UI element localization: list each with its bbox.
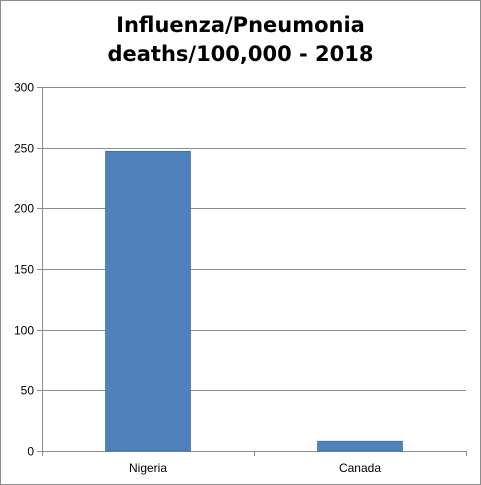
y-tick-label: 250	[14, 142, 34, 156]
y-tick-label: 50	[21, 384, 35, 398]
y-tick-label: 150	[14, 263, 34, 277]
y-tick-label: 200	[14, 202, 34, 216]
x-tick-label: Nigeria	[129, 461, 167, 475]
x-tick-label: Canada	[339, 461, 381, 475]
chart-title-line-2: deaths/100,000 - 2018	[107, 42, 374, 66]
bar-canada	[317, 440, 403, 452]
y-tick-label: 0	[27, 445, 34, 459]
y-tick-label: 100	[14, 324, 34, 338]
chart-title: Influenza/Pneumonia deaths/100,000 - 201…	[1, 11, 480, 69]
bar-nigeria	[105, 150, 191, 452]
chart-title-line-1: Influenza/Pneumonia	[116, 13, 365, 37]
y-tick-label: 300	[14, 81, 34, 95]
